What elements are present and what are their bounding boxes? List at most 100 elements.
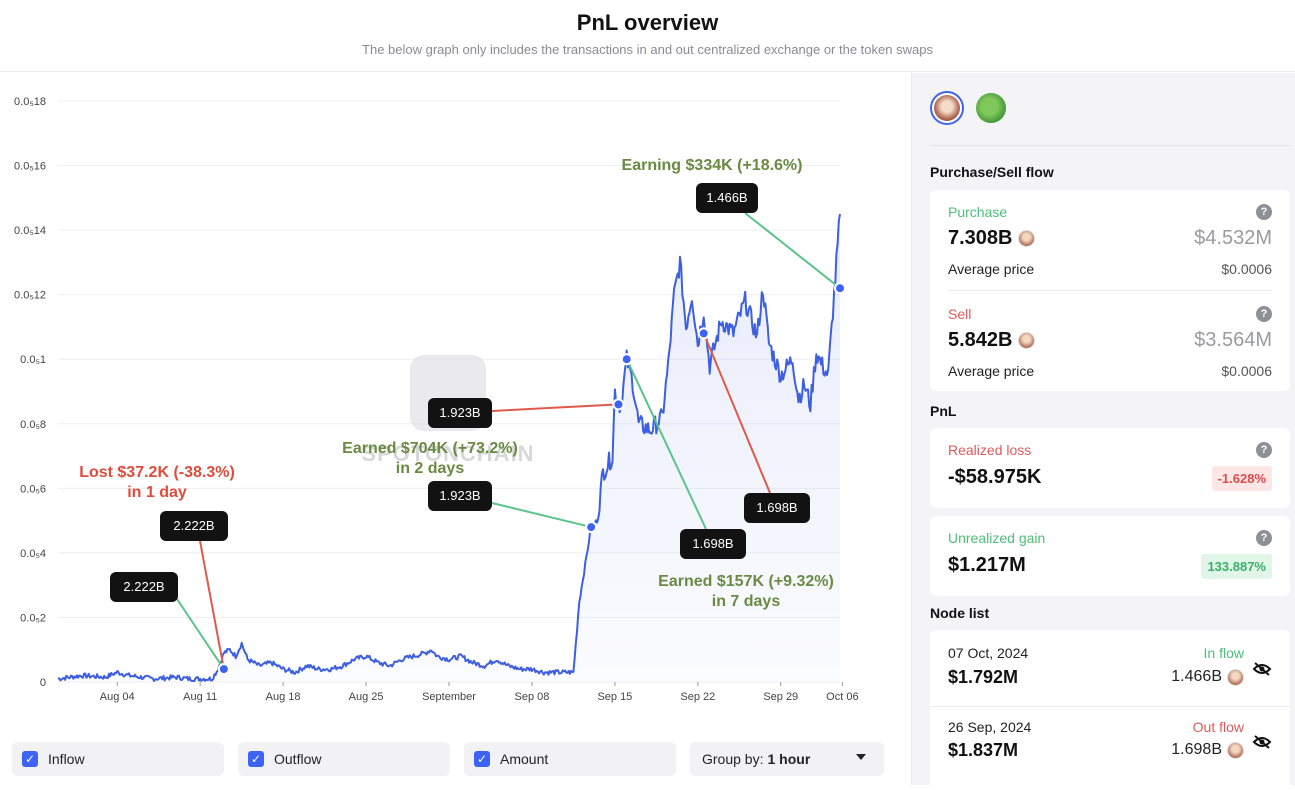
y-tick-label: 0.0₅4 [20, 548, 46, 560]
help-icon[interactable]: ? [1256, 530, 1272, 546]
node-list-card: 07 Oct, 2024 In flow $1.792M 1.466B 26 S… [930, 630, 1290, 790]
series-line-price [57, 213, 841, 683]
series-area [58, 214, 840, 682]
page-title: PnL overview [576, 10, 719, 35]
purchase-label: Purchase [948, 204, 1008, 220]
node-date: 26 Sep, 2024 [948, 719, 1032, 735]
node-amount: 1.466B [1171, 668, 1244, 686]
token-avatar-pepe[interactable] [974, 91, 1008, 125]
token-avatar-selected[interactable] [930, 91, 964, 125]
node-marker [612, 398, 625, 411]
checkbox-icon[interactable]: ✓ [474, 751, 490, 767]
coin-icon [1017, 230, 1035, 247]
node-date: 07 Oct, 2024 [948, 645, 1029, 661]
node-tag[interactable]: 1.923B [428, 481, 492, 511]
realized-value: -$58.975K [948, 466, 1042, 488]
annotation-earned-157k: Earned $157K (+9.32%) in 7 days [658, 573, 834, 610]
node-connector [744, 212, 841, 289]
sidebar: Purchase/Sell flow Purchase ? 7.308B $4.… [911, 73, 1295, 790]
x-tick-label: Oct 06 [826, 691, 858, 703]
node-amount: 1.698B [1171, 741, 1244, 759]
y-tick-label: 0.0₅12 [14, 290, 46, 302]
coin-icon [1227, 741, 1244, 759]
node-connector [199, 540, 225, 670]
x-tick-label: September [422, 691, 476, 703]
node-connector [176, 598, 225, 670]
realized-pct-badge: -1.628% [1211, 466, 1272, 491]
pnl-title: PnL [930, 403, 957, 419]
node-tag[interactable]: 1.698B [680, 529, 746, 559]
divider [948, 290, 1272, 291]
node-marker [217, 663, 230, 676]
x-tick-label: Sep 22 [680, 691, 715, 703]
y-tick-label: 0.0₅18 [14, 96, 46, 108]
node-connector [702, 333, 771, 494]
node-marker [585, 521, 598, 534]
y-tick-label: 0.0₅14 [14, 225, 46, 237]
node-usd: $1.837M [948, 740, 1019, 760]
sell-label: Sell [948, 306, 972, 322]
outflow-toggle[interactable]: ✓ Outflow [238, 742, 450, 776]
unrealized-value: $1.217M [948, 554, 1026, 576]
node-marker [620, 353, 633, 366]
sell-avg-value: $0.0006 [1221, 363, 1272, 379]
eye-off-icon[interactable] [1252, 661, 1272, 677]
checkbox-icon[interactable]: ✓ [248, 751, 264, 767]
node-connector [491, 502, 592, 529]
x-tick-label: Sep 08 [515, 691, 550, 703]
purchase-sell-card: Purchase ? 7.308B $4.532M Average price … [930, 190, 1290, 391]
x-tick-label: Aug 04 [100, 691, 135, 703]
group-by-select[interactable]: Group by: 1 hour [690, 742, 884, 776]
y-tick-label: 0.0₅2 [20, 612, 46, 624]
amount-toggle[interactable]: ✓ Amount [464, 742, 676, 776]
help-icon[interactable]: ? [1256, 442, 1272, 458]
node-list-title: Node list [930, 605, 990, 621]
sell-amount: 5.842B [948, 329, 1035, 352]
watermark-text: SPOTONCHAIN [361, 441, 534, 466]
inflow-toggle[interactable]: ✓ Inflow [12, 742, 224, 776]
unrealized-pct-badge: 133.887% [1201, 554, 1272, 579]
purchase-avg-label: Average price [948, 261, 1035, 277]
purchase-usd: $4.532M [1194, 227, 1272, 249]
x-tick-label: Aug 25 [349, 691, 384, 703]
node-connector [491, 403, 619, 412]
unrealized-gain-card: Unrealized gain ? $1.217M 133.887% [930, 516, 1290, 596]
realized-loss-card: Realized loss ? -$58.975K -1.628% [930, 428, 1290, 508]
node-marker [834, 282, 846, 295]
node-flow: Out flow [1192, 719, 1244, 735]
y-tick-label: 0.0₅1 [20, 354, 46, 366]
node-tag[interactable]: 1.698B [744, 493, 810, 523]
node-tag[interactable]: 1.466B [696, 183, 758, 213]
purchase-avg-value: $0.0006 [1221, 261, 1272, 277]
divider [930, 706, 1290, 707]
node-flow: In flow [1203, 645, 1244, 661]
x-tick-label: Aug 11 [183, 691, 217, 703]
coin-icon [1227, 668, 1244, 686]
purchase-sell-title: Purchase/Sell flow [930, 164, 1054, 180]
divider [930, 145, 1290, 146]
help-icon[interactable]: ? [1256, 306, 1272, 322]
node-usd: $1.792M [948, 667, 1019, 687]
node-tag[interactable]: 1.923B [428, 398, 492, 428]
pnl-chart-svg: 0 0.0₅2 0.0₅4 0.0₅6 0.0₅8 0.0₅1 0.0₅12 0.0₅14 0.… [14, 96, 859, 703]
realized-label: Realized loss [948, 442, 1032, 458]
y-tick-label: 0.0₅6 [20, 483, 46, 495]
annotation-lost: Lost $37.2K (-38.3%) in 1 day [79, 464, 235, 501]
coin-icon [1017, 332, 1035, 349]
token-selector [930, 91, 1008, 125]
unrealized-label: Unrealized gain [948, 530, 1046, 546]
node-tag[interactable]: 2.222B [110, 572, 178, 602]
page-subtitle: The below graph only includes the transa… [362, 42, 933, 57]
node-tag[interactable]: 2.222B [160, 511, 228, 541]
chevron-down-icon [856, 754, 866, 760]
x-tick-label: Sep 15 [597, 691, 632, 703]
annotation-earned-704k: Earned $704K (+73.2%) in 2 days [342, 440, 518, 477]
eye-off-icon[interactable] [1252, 734, 1272, 750]
help-icon[interactable]: ? [1256, 204, 1272, 220]
sell-avg-label: Average price [948, 363, 1035, 379]
page-header: PnL overview The below graph only includ… [0, 0, 1295, 72]
annotation-earning-334k: Earning $334K (+18.6%) [621, 157, 803, 174]
checkbox-icon[interactable]: ✓ [22, 751, 38, 767]
node-connector [625, 358, 707, 530]
y-tick-label: 0.0₅8 [20, 419, 46, 431]
